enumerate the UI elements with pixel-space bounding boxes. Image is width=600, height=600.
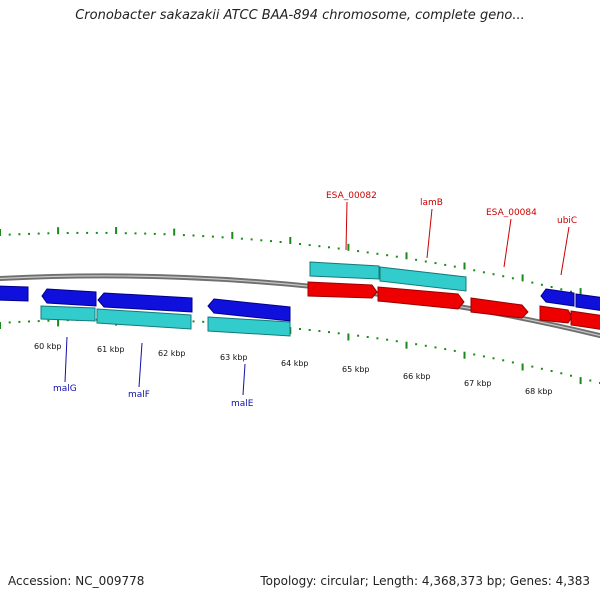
gene-label[interactable]: ESA_00082 <box>326 191 377 201</box>
gene-arrow-reverse[interactable] <box>207 298 291 322</box>
inner-tick-track <box>0 318 600 385</box>
cds-feature[interactable] <box>96 308 192 330</box>
ruler-label: 65 kbp <box>342 365 370 374</box>
ruler-labels: 60 kbp 61 kbp 62 kbp 63 kbp 64 kbp 65 kb… <box>34 342 553 396</box>
gene-label[interactable]: malF <box>128 390 150 400</box>
gene-label[interactable]: ubiC <box>557 216 577 226</box>
ruler-label: 62 kbp <box>158 349 186 358</box>
gene-label[interactable]: malE <box>231 399 254 409</box>
map-title: Cronobacter sakazakii ATCC BAA-894 chrom… <box>75 8 525 23</box>
ruler-label: 60 kbp <box>34 342 62 351</box>
gene-label[interactable]: malG <box>53 384 77 394</box>
gene-arrow-forward[interactable] <box>539 305 573 324</box>
cds-feature[interactable] <box>40 305 96 322</box>
gene-arrow-reverse[interactable] <box>575 293 600 311</box>
forward-gene-labels: ESA_00082 lamB ESA_00084 ubiC <box>326 191 577 276</box>
cds-feature[interactable] <box>309 261 380 280</box>
gene-label[interactable]: ESA_00084 <box>486 208 537 218</box>
gene-arrow-reverse[interactable] <box>0 285 29 302</box>
accession-text: Accession: NC_009778 <box>8 574 145 588</box>
gene-arrow-reverse[interactable] <box>41 288 97 307</box>
ruler-label: 68 kbp <box>525 387 553 396</box>
reverse-gene-labels: malG malF malE <box>53 336 254 409</box>
gene-arrow-reverse[interactable] <box>540 288 575 307</box>
gene-arrow-forward[interactable] <box>307 281 378 299</box>
ruler-label: 64 kbp <box>281 359 309 368</box>
gene-arrow-reverse[interactable] <box>97 292 193 313</box>
gene-arrow-forward[interactable] <box>570 310 600 330</box>
genome-backbone <box>0 273 600 339</box>
outer-tick-track <box>0 227 600 300</box>
gene-arrow-forward[interactable] <box>470 297 529 319</box>
forward-strand-features <box>307 261 600 330</box>
ruler-label: 63 kbp <box>220 353 248 362</box>
gene-arrow-forward[interactable] <box>377 286 465 310</box>
gene-label[interactable]: lamB <box>420 198 443 208</box>
ruler-label: 61 kbp <box>97 345 125 354</box>
topology-text: Topology: circular; Length: 4,368,373 bp… <box>260 574 590 588</box>
cds-feature[interactable] <box>207 316 291 337</box>
ruler-label: 66 kbp <box>403 372 431 381</box>
reverse-strand-features <box>0 285 600 337</box>
ruler-label: 67 kbp <box>464 379 492 388</box>
cds-feature[interactable] <box>379 266 467 292</box>
